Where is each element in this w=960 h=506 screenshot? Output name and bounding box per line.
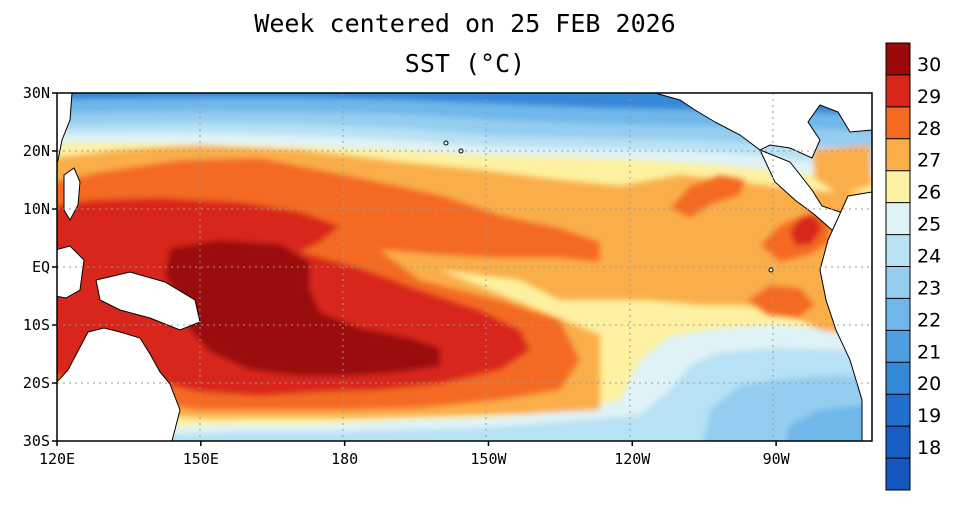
philippines-land — [63, 167, 81, 222]
sst-patch-east-28-c — [748, 285, 815, 318]
lon-tick-label: 120E — [39, 450, 75, 468]
sst-band-22-south — [785, 405, 872, 441]
australia-land — [57, 327, 181, 441]
colorbar-label: 20 — [917, 373, 941, 395]
colorbar-label: 27 — [917, 150, 941, 172]
lon-tick-label: 180 — [331, 450, 358, 468]
sst-band-25-south — [57, 348, 872, 441]
colorbar-swatch — [886, 362, 910, 395]
asia-land — [57, 93, 73, 166]
lon-tick-label: 150E — [183, 450, 219, 468]
sst-contours — [57, 93, 872, 441]
colorbar-swatch — [886, 202, 910, 236]
longitude-axis: 120E 150E 180 150W 120W 90W — [39, 441, 791, 468]
chart-subtitle: SST (°C) — [405, 49, 525, 78]
colorbar-label: 30 — [917, 54, 941, 76]
colorbar-swatch — [886, 138, 910, 172]
lon-tick-label: 120W — [614, 450, 651, 468]
north-america-land — [654, 93, 872, 159]
colorbar-swatch — [886, 170, 910, 204]
lon-tick-label: 90W — [763, 450, 791, 468]
colorbar-label: 22 — [917, 309, 941, 331]
colorbar-swatch — [886, 394, 910, 427]
lat-tick-label: 10N — [23, 200, 50, 218]
sst-patch-gulf-27 — [812, 145, 872, 195]
lat-tick-label: 30S — [23, 432, 50, 450]
hawaii-island — [443, 140, 449, 146]
colorbar-label: 25 — [917, 214, 941, 236]
colorbar-label: 26 — [917, 182, 941, 204]
colorbar-swatch — [886, 426, 910, 459]
colorbar-label: 21 — [917, 341, 941, 363]
color-scale-bar: 30 29 28 27 26 25 24 23 22 21 20 19 18 — [885, 42, 941, 491]
lat-tick-label: 20N — [23, 142, 50, 160]
south-america-land — [819, 191, 872, 441]
colorbar-swatch — [886, 298, 910, 331]
colorbar-swatch — [886, 74, 910, 108]
new-guinea-land — [95, 271, 201, 331]
colorbar-swatch — [886, 458, 910, 490]
colorbar-label: 24 — [917, 246, 941, 268]
chart-title: Week centered on 25 FEB 2026 — [254, 9, 675, 38]
latitude-axis: 30N 20N 10N EQ 10S 20S 30S — [23, 84, 57, 450]
colorbar-swatch — [886, 330, 910, 363]
land-masses — [57, 93, 872, 441]
sst-band-30 — [165, 240, 440, 376]
lat-tick-label: 20S — [23, 374, 50, 392]
map-area — [57, 93, 872, 441]
lat-tick-label: 10S — [23, 316, 50, 334]
colorbar-swatch — [886, 43, 910, 76]
lon-tick-label: 150W — [470, 450, 507, 468]
sst-patch-east-28-a — [670, 175, 745, 218]
lat-tick-label: EQ — [32, 258, 50, 276]
colorbar-swatch — [886, 106, 910, 140]
colorbar-label: 28 — [917, 118, 941, 140]
sst-patch-east-29 — [790, 215, 822, 246]
galapagos-island — [768, 267, 774, 273]
colorbar-label: 18 — [917, 437, 941, 459]
colorbar-swatch — [886, 234, 910, 267]
map-grid — [57, 93, 872, 441]
colorbar-label: 23 — [917, 277, 941, 299]
colorbar-label: 29 — [917, 86, 941, 108]
sst-band-20-north — [57, 93, 872, 116]
colorbar-label: 19 — [917, 405, 941, 427]
borneo-indonesia-land — [57, 245, 85, 299]
colorbar-swatch — [886, 266, 910, 299]
lat-tick-label: 30N — [23, 84, 50, 102]
